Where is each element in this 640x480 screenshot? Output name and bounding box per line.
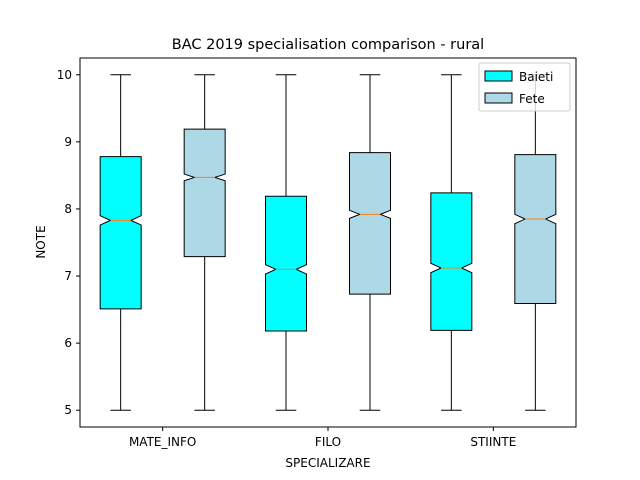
axes-frame <box>79 57 577 428</box>
y-tick-label: 7 <box>64 269 72 283</box>
legend-swatch-fete <box>484 92 513 104</box>
plot-area: 5 6 7 8 9 10 MATE_INFO FILO STIINTE <box>57 57 577 449</box>
box-fete <box>349 152 391 295</box>
x-tick-label: STIINTE <box>470 435 516 449</box>
y-tick-label: 6 <box>64 336 72 350</box>
box-baieti <box>430 192 473 331</box>
x-axis-label: SPECIALIZARE <box>285 456 370 470</box>
legend-label-fete: Fete <box>519 92 545 106</box>
y-tick-label: 8 <box>64 202 72 216</box>
y-axis-label: NOTE <box>34 225 48 258</box>
box-fete <box>514 154 557 305</box>
legend: Baieti Fete <box>478 62 571 112</box>
x-tick-label: FILO <box>315 435 341 449</box>
box-baieti <box>265 195 307 332</box>
box-baieti <box>99 156 142 310</box>
x-tick-label: MATE_INFO <box>129 435 196 449</box>
chart-title: BAC 2019 specialisation comparison - rur… <box>172 37 484 53</box>
legend-swatch-baieti <box>484 70 513 82</box>
y-tick-label: 9 <box>64 135 72 149</box>
y-tick-label: 5 <box>64 403 72 417</box>
box-fete <box>183 128 226 258</box>
legend-label-baieti: Baieti <box>519 70 553 84</box>
y-tick-label: 10 <box>57 68 72 82</box>
